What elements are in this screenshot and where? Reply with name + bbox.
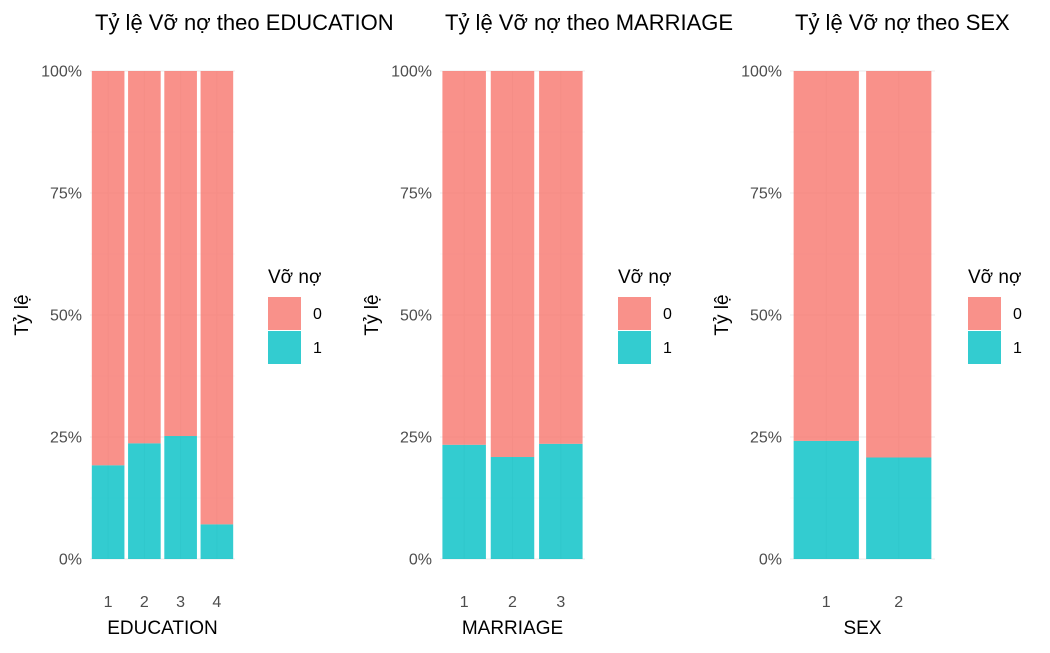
y-tick-label: 75% bbox=[50, 186, 82, 203]
chart-title: Tỷ lệ Vỡ nợ theo MARRIAGE bbox=[445, 10, 733, 35]
x-tick-label: 3 bbox=[176, 594, 185, 611]
legend-label-0: 0 bbox=[313, 306, 322, 323]
legend-title: Vỡ nợ bbox=[268, 267, 321, 288]
legend: Vỡ nợ 0 1 bbox=[268, 267, 322, 364]
x-tick-label: 2 bbox=[894, 594, 903, 611]
y-tick-label: 75% bbox=[400, 186, 432, 203]
x-tick-label: 1 bbox=[460, 594, 469, 611]
x-tick-label: 2 bbox=[140, 594, 149, 611]
x-tick-label: 1 bbox=[104, 594, 113, 611]
chart-panel-sex: 0% 25% 50% 75% 100% 1 2 Tỷ lệ Vỡ nợ theo SEX SEX… bbox=[712, 10, 1022, 639]
y-tick-label: 50% bbox=[400, 308, 432, 325]
legend-swatch-1 bbox=[618, 331, 651, 364]
legend: Vỡ nợ 0 1 bbox=[968, 267, 1022, 364]
legend-swatch-0 bbox=[618, 297, 651, 330]
legend-label-1: 1 bbox=[663, 340, 672, 357]
bar-segment-default-0-cat-3 bbox=[539, 71, 583, 444]
x-tick-label: 1 bbox=[822, 594, 831, 611]
legend: Vỡ nợ 0 1 bbox=[618, 267, 672, 364]
y-tick-label: 100% bbox=[41, 64, 82, 81]
bar-segment-default-1-cat-2 bbox=[866, 457, 932, 559]
bar-segment-default-0-cat-3 bbox=[164, 71, 197, 437]
y-tick-label: 100% bbox=[741, 64, 782, 81]
y-axis-title: Tỷ lệ bbox=[712, 294, 733, 335]
y-axis-title: Tỷ lệ bbox=[362, 294, 383, 335]
bar-segment-default-1-cat-3 bbox=[539, 443, 583, 559]
bar-segment-default-0-cat-2 bbox=[490, 71, 535, 458]
bar-segment-default-1-cat-4 bbox=[200, 524, 234, 559]
legend-title: Vỡ nợ bbox=[968, 267, 1021, 288]
y-tick-label: 50% bbox=[50, 308, 82, 325]
y-tick-label: 50% bbox=[750, 308, 782, 325]
chart-title: Tỷ lệ Vỡ nợ theo SEX bbox=[795, 10, 1010, 35]
legend-label-1: 1 bbox=[1013, 340, 1022, 357]
bar-segment-default-1-cat-1 bbox=[793, 440, 859, 559]
chart-panel-education: 0% 25% 50% 75% 100% 1 2 3 4 Tỷ lệ Vỡ nợ theo EDUC… bbox=[12, 10, 394, 639]
y-tick-label: 25% bbox=[50, 430, 82, 447]
x-tick-label: 2 bbox=[508, 594, 517, 611]
bar-segment-default-0-cat-2 bbox=[866, 71, 932, 458]
x-axis-title: EDUCATION bbox=[107, 618, 217, 639]
chart-panel-marriage: 0% 25% 50% 75% 100% 1 2 3 Tỷ lệ Vỡ nợ theo MARRI… bbox=[362, 10, 733, 639]
y-tick-label: 25% bbox=[400, 430, 432, 447]
y-tick-label: 0% bbox=[59, 552, 82, 569]
legend-label-0: 0 bbox=[1013, 306, 1022, 323]
legend-title: Vỡ nợ bbox=[618, 267, 671, 288]
bar-segment-default-0-cat-4 bbox=[200, 71, 234, 525]
bar-segment-default-0-cat-1 bbox=[91, 71, 125, 466]
y-tick-label: 75% bbox=[750, 186, 782, 203]
x-tick-label: 3 bbox=[556, 594, 565, 611]
bar-segment-default-1-cat-3 bbox=[164, 436, 197, 559]
bar-segment-default-0-cat-1 bbox=[793, 71, 859, 441]
bar-segment-default-0-cat-2 bbox=[128, 71, 161, 444]
bar-segment-default-1-cat-2 bbox=[128, 443, 161, 559]
x-axis-title: MARRIAGE bbox=[462, 618, 563, 639]
x-axis-title: SEX bbox=[843, 618, 881, 639]
y-tick-label: 100% bbox=[391, 64, 432, 81]
y-tick-label: 0% bbox=[409, 552, 432, 569]
bar-segment-default-1-cat-1 bbox=[91, 465, 125, 559]
bar-segment-default-1-cat-2 bbox=[490, 457, 535, 559]
y-tick-label: 25% bbox=[750, 430, 782, 447]
legend-swatch-1 bbox=[268, 331, 301, 364]
y-tick-label: 0% bbox=[759, 552, 782, 569]
legend-label-0: 0 bbox=[663, 306, 672, 323]
legend-label-1: 1 bbox=[313, 340, 322, 357]
legend-swatch-0 bbox=[968, 297, 1001, 330]
chart-title: Tỷ lệ Vỡ nợ theo EDUCATION bbox=[95, 10, 394, 35]
x-tick-label: 4 bbox=[212, 594, 221, 611]
legend-swatch-0 bbox=[268, 297, 301, 330]
bar-segment-default-1-cat-1 bbox=[442, 444, 486, 559]
legend-swatch-1 bbox=[968, 331, 1001, 364]
bar-segment-default-0-cat-1 bbox=[442, 71, 486, 445]
y-axis-title: Tỷ lệ bbox=[12, 294, 33, 335]
